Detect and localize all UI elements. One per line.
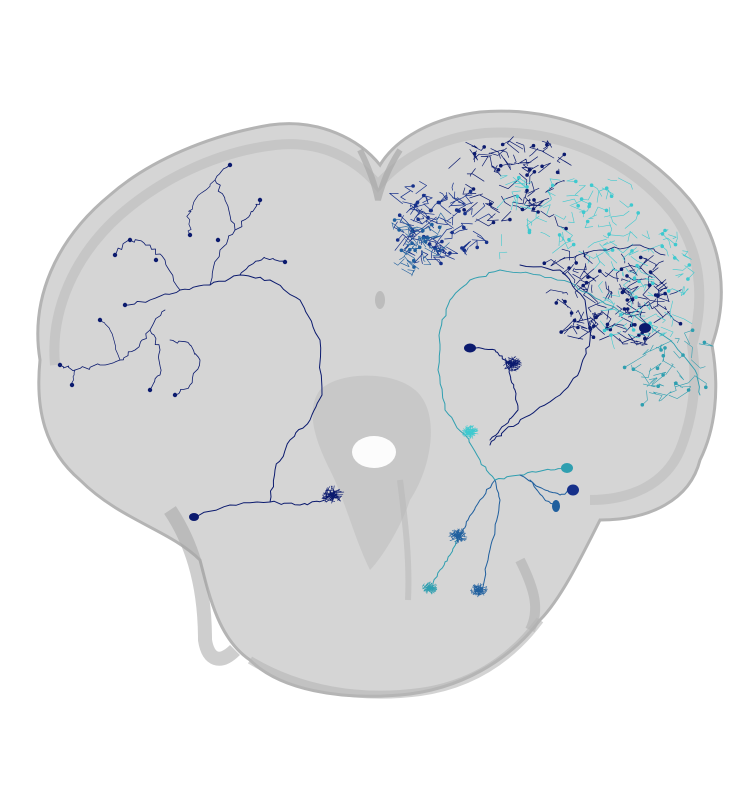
left-neuron-branch-c <box>114 239 181 291</box>
left-neuron-branch-h <box>169 339 201 396</box>
left-neuron-terminal <box>112 252 118 258</box>
left-neuron-branch-j <box>186 179 216 236</box>
right-cyan-neuron-trunk <box>437 269 501 481</box>
ventral-soma-blue <box>567 484 579 496</box>
right-lateral-arbor-navy <box>543 248 682 346</box>
brain-mesh <box>36 109 723 699</box>
brain-dorsal-spot <box>375 291 385 309</box>
left-neuron-branch-k <box>71 369 76 386</box>
ventral-cable-a <box>459 479 496 536</box>
ventral-soma-cyan <box>561 463 573 473</box>
right-medial-arbor-blue <box>391 212 450 277</box>
left-neuron-tuft <box>321 485 345 504</box>
central-neuron-tuft <box>503 356 522 372</box>
left-neuron-terminal <box>153 257 159 263</box>
right-far-arbor-teal <box>624 329 714 406</box>
ventral-cable-b <box>429 534 461 591</box>
left-neuron-terminal <box>187 232 193 238</box>
brain-midline-notch <box>357 148 403 201</box>
left-neuron-soma <box>189 513 199 521</box>
left-neuron-terminal <box>97 317 103 323</box>
ventral-tuft-c <box>470 583 488 598</box>
brain-lower-outline <box>247 617 544 699</box>
right-top-arbor-navy <box>448 136 572 229</box>
ventral-soma-mid <box>552 500 560 512</box>
left-neuron-terminal <box>282 259 288 265</box>
right-lateral-arbor-cyan <box>593 212 695 350</box>
right-top-arbor-cyan <box>497 175 633 264</box>
brain-mid-lower-ridge <box>397 479 412 601</box>
right-cyan-neuron-lateral <box>499 269 701 396</box>
central-neuron-axon <box>475 347 519 441</box>
left-neuron-terminal <box>227 162 233 168</box>
left-neuron-terminal <box>69 382 75 388</box>
left-neuron-terminal <box>57 362 63 368</box>
left-neuron-branch-i <box>99 319 121 361</box>
ventral-tuft-a <box>448 528 468 545</box>
neuron-layer <box>57 136 714 598</box>
central-neuron-soma <box>464 343 476 353</box>
left-neuron-terminal <box>127 237 133 243</box>
brain-left-lower-fold <box>164 506 240 666</box>
ventral-cable-c <box>481 479 501 591</box>
right-navy-loop <box>489 264 591 446</box>
left-neuron-terminal <box>172 392 178 398</box>
right-navy-upper-cable <box>559 244 666 261</box>
right-lateral-soma <box>639 323 651 333</box>
left-neuron-terminal <box>215 237 221 243</box>
right-cyan-tuft <box>461 425 479 439</box>
left-neuron-main-branch <box>209 274 323 503</box>
ventral-tuft-b <box>422 581 438 595</box>
left-neuron-branch-g <box>149 329 162 391</box>
left-neuron-branch-b <box>239 256 286 276</box>
left-neuron-terminal <box>257 197 263 203</box>
brain-inner-rim <box>49 127 705 505</box>
ventral-cable-f <box>529 479 556 506</box>
brain-central-shadow <box>312 375 431 570</box>
ventral-cable-d <box>494 467 566 481</box>
left-neuron-terminal <box>147 387 153 393</box>
left-neuron-terminal <box>122 302 128 308</box>
brain-central-foramen <box>352 436 396 468</box>
left-neuron-branch-a <box>124 284 211 306</box>
left-neuron-branch-e <box>214 164 236 231</box>
